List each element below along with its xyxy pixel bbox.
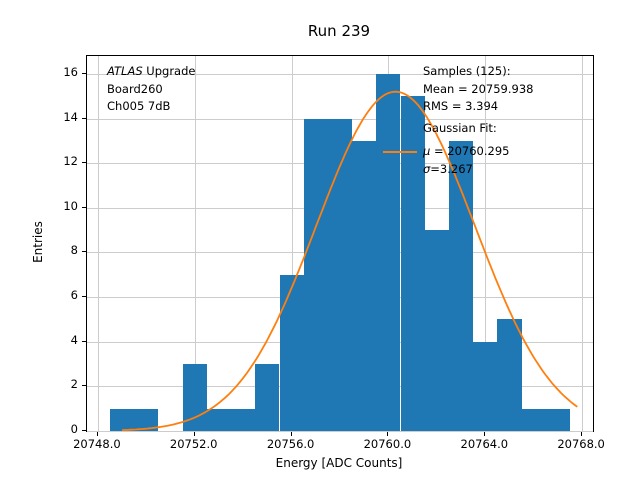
x-tick-label: 20752.0 (169, 437, 218, 451)
gaussian-curve-path (122, 90, 578, 431)
x-gridline (291, 56, 293, 431)
gaussian-fit-curve (122, 90, 578, 431)
y-tick-label: 6 (70, 288, 78, 303)
y-tick-mark (82, 296, 86, 298)
histogram-bar (473, 341, 498, 431)
fit-line-legend-marker (383, 151, 417, 153)
x-tick-mark (290, 432, 292, 436)
y-tick-label: 12 (63, 154, 78, 169)
histogram-bar (110, 408, 135, 431)
rms-label: RMS = 3.394 (423, 99, 499, 113)
mu-row: μ = 20760.295 (383, 143, 533, 161)
y-tick-mark (82, 340, 86, 342)
fit-header-label: Gaussian Fit: (423, 120, 497, 135)
experiment-line: ATLAS Upgrade (107, 63, 195, 81)
sigma-symbol: σ (423, 161, 431, 176)
x-tick-label: 20764.0 (460, 437, 509, 451)
channel-label: Ch005 7dB (107, 99, 171, 113)
board-label: Board260 (107, 81, 163, 96)
experiment-name: ATLAS (107, 64, 143, 78)
mu-symbol: μ (423, 144, 431, 158)
histogram-bar (134, 408, 159, 431)
x-gridline (194, 56, 196, 431)
y-tick-mark (82, 430, 86, 431)
sigma-value: =3.267 (430, 161, 473, 176)
mu-value: = 20760.295 (430, 144, 510, 158)
x-tick-mark (484, 432, 486, 436)
y-tick-mark (82, 117, 86, 119)
histogram-bar (376, 73, 401, 431)
x-gridline (485, 56, 487, 431)
x-tick-mark (193, 432, 195, 436)
histogram-bar (279, 274, 304, 432)
y-tick-mark (82, 206, 86, 208)
y-tick-label: 14 (63, 109, 78, 124)
plot-area: ATLAS Upgrade Board260 Ch005 7dB Samples… (86, 55, 594, 432)
histogram-bar (255, 364, 280, 431)
x-gridline (97, 56, 99, 431)
y-tick-mark (82, 162, 86, 164)
samples-label: Samples (125): (423, 64, 511, 78)
y-tick-mark (82, 251, 86, 253)
x-axis-label: Energy [ADC Counts] (275, 456, 403, 470)
y-tick-label: 0 (70, 422, 78, 436)
x-tick-mark (96, 432, 98, 436)
histogram-bar (206, 408, 231, 431)
mean-label: Mean = 20759.938 (423, 81, 534, 96)
histogram-bar (545, 408, 570, 431)
x-tick-label: 20760.0 (363, 437, 412, 451)
x-gridline (582, 56, 584, 431)
chart-title: Run 239 (307, 22, 371, 40)
x-tick-mark (581, 432, 583, 436)
x-tick-label: 20768.0 (557, 437, 605, 451)
y-gridline (87, 431, 593, 432)
y-tick-label: 4 (70, 332, 78, 347)
y-tick-label: 2 (70, 377, 78, 392)
histogram-bar (521, 408, 546, 431)
experiment-suffix: Upgrade (142, 64, 196, 78)
histogram-bar (352, 140, 377, 431)
experiment-annotation: ATLAS Upgrade Board260 Ch005 7dB (107, 63, 195, 116)
y-tick-mark (82, 385, 86, 387)
histogram-bar (231, 408, 256, 431)
histogram-bar (327, 118, 353, 431)
y-tick-label: 8 (70, 243, 78, 258)
y-gridline (87, 73, 593, 75)
y-tick-label: 16 (63, 64, 78, 79)
stats-annotation: Samples (125): Mean = 20759.938 RMS = 3.… (383, 63, 534, 179)
histogram-bar (424, 230, 449, 431)
y-tick-mark (82, 72, 86, 74)
x-tick-label: 20748.0 (73, 437, 121, 451)
sigma-row: σ=3.267 (423, 161, 533, 179)
histogram-bar (497, 319, 522, 431)
histogram-bar (303, 118, 328, 431)
y-tick-label: 10 (63, 198, 78, 213)
x-tick-label: 20756.0 (266, 437, 315, 451)
x-tick-mark (387, 432, 389, 436)
